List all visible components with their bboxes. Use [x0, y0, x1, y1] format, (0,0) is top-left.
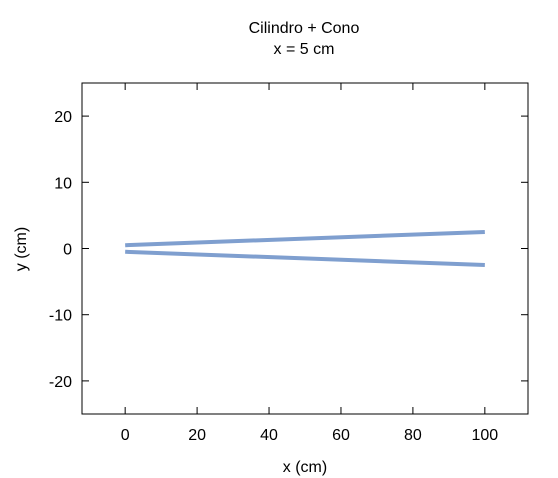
y-axis-label: y (cm) — [13, 227, 30, 271]
x-axis-label: x (cm) — [283, 459, 327, 476]
y-tick-label: 10 — [54, 175, 72, 192]
series-group — [125, 229, 485, 268]
y-tick-label: -10 — [49, 308, 72, 325]
series-line-2 — [125, 249, 485, 268]
y-tick-label: -20 — [49, 374, 72, 391]
x-tick-label: 100 — [471, 427, 498, 444]
x-axis: 0 20 40 60 80 100 — [121, 83, 498, 444]
x-tick-label: 0 — [121, 427, 130, 444]
x-tick-label: 40 — [260, 427, 278, 444]
series-line-1 — [125, 229, 485, 248]
y-tick-label: 20 — [54, 109, 72, 126]
x-tick-label: 20 — [188, 427, 206, 444]
chart-subtitle: x = 5 cm — [273, 41, 335, 58]
y-tick-label: 0 — [63, 242, 72, 259]
x-tick-label: 60 — [332, 427, 350, 444]
y-axis: -20 -10 0 10 20 — [49, 109, 528, 391]
plot-frame — [81, 82, 529, 415]
x-tick-label: 80 — [404, 427, 422, 444]
chart-title: Cilindro + Cono — [248, 20, 360, 37]
